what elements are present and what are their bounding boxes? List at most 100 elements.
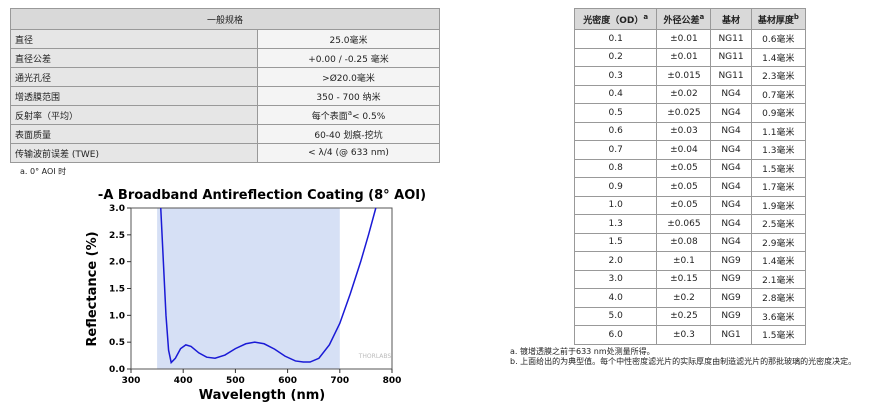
row: 1.5 ±0.08 NG4 2.9毫米 [573, 232, 807, 252]
cell: ±0.2 [656, 288, 712, 308]
cell: ±0.04 [656, 140, 712, 160]
cell: 3.6毫米 [750, 306, 807, 326]
cell: 传输波前误差 (TWE) [10, 143, 258, 163]
spec-table: 一般规格 直径 25.0毫米 直径公差 +0.00 / -0.25 毫米 通光孔径 >Ø20… [10, 8, 440, 163]
row: 3.0 ±0.15 NG9 2.1毫米 [573, 269, 807, 289]
cell: ±0.08 [656, 232, 712, 252]
x-tick-label: 500 [226, 376, 245, 386]
row: 0.7 ±0.04 NG4 1.3毫米 [573, 140, 807, 160]
y-tick-label: 2.0 [109, 258, 125, 268]
cell: 6.0 [573, 325, 658, 345]
row: 传输波前误差 (TWE) < λ/4 (@ 633 nm) [10, 143, 440, 163]
row: 4.0 ±0.2 NG9 2.8毫米 [573, 288, 807, 308]
cell: NG4 [710, 103, 752, 123]
x-tick-label: 300 [122, 376, 141, 386]
cell: 3.0 [573, 269, 658, 289]
cell: 直径公差 [10, 48, 258, 68]
cell: ±0.05 [656, 177, 712, 197]
cell: >Ø20.0毫米 [257, 67, 440, 87]
cell-text: 光密度（OD） [583, 15, 644, 26]
footnote: a. 镀增透膜之前于633 nm处测量所得。 [510, 347, 655, 356]
row: 1.3 ±0.065 NG4 2.5毫米 [573, 214, 807, 234]
cell: 表面质量 [10, 124, 258, 144]
od-table: 光密度（OD）a 外径公差a 基材 基材厚度b 0.1 ±0.01 NG11 0.6毫米 0.2… [573, 8, 807, 345]
note-mark: b [793, 12, 799, 21]
cell: 2.0 [573, 251, 658, 271]
cell: ±0.065 [656, 214, 712, 234]
row: 0.3 ±0.015 NG11 2.3毫米 [573, 66, 807, 86]
x-tick-label: 400 [174, 376, 193, 386]
cell: 0.8 [573, 158, 658, 178]
row: 反射率（平均） 每个表面a< 0.5% [10, 105, 440, 125]
cell: NG4 [710, 158, 752, 178]
row: 直径 25.0毫米 [10, 29, 440, 49]
row: 0.4 ±0.02 NG4 0.7毫米 [573, 84, 807, 104]
cell: NG9 [710, 288, 752, 308]
cell: 1.9毫米 [750, 195, 807, 215]
note-mark: a [699, 12, 705, 21]
cell: < λ/4 (@ 633 nm) [257, 143, 440, 163]
cell-text: 外径公差 [663, 15, 700, 26]
chart-title: -A Broadband Antireflection Coating (8° … [98, 188, 426, 203]
header-row: 光密度（OD）a 外径公差a 基材 基材厚度b [573, 8, 807, 30]
row: 表面质量 60-40 划痕-挖坑 [10, 124, 440, 144]
reflectance-curve [160, 207, 377, 365]
y-tick-label: 3.0 [109, 204, 125, 214]
cell: 0.7毫米 [750, 84, 807, 104]
cell-text: 基材厚度 [757, 15, 794, 26]
cell: 0.6 [573, 121, 658, 141]
row: 0.9 ±0.05 NG4 1.7毫米 [573, 177, 807, 197]
chart: -A Broadband Antireflection Coating (8° … [85, 188, 426, 403]
cell: 0.6毫米 [750, 29, 807, 49]
cell: 0.2 [573, 47, 658, 67]
cell: 1.5毫米 [750, 158, 807, 178]
cell: 每个表面a< 0.5% [257, 105, 440, 125]
cell: ±0.01 [656, 29, 712, 49]
column-header: 光密度（OD）a [573, 8, 658, 30]
cell: ±0.3 [656, 325, 712, 345]
cell: 1.1毫米 [750, 121, 807, 141]
cell: 直径 [10, 29, 258, 49]
cell: 4.0 [573, 288, 658, 308]
y-tick-label: 2.5 [109, 231, 125, 241]
cell-text: < 0.5% [352, 111, 386, 122]
x-tick-label: 800 [383, 376, 402, 386]
cell: ±0.01 [656, 47, 712, 67]
row: 6.0 ±0.3 NG1 1.5毫米 [573, 325, 807, 345]
cell: NG4 [710, 121, 752, 141]
cell: 0.9 [573, 177, 658, 197]
note-mark: a [347, 108, 353, 117]
cell: 1.5 [573, 232, 658, 252]
cell: NG4 [710, 177, 752, 197]
x-tick-label: 700 [330, 376, 349, 386]
cell: 0.7 [573, 140, 658, 160]
y-tick-label: 0.5 [109, 338, 125, 348]
cell: 60-40 划痕-挖坑 [257, 124, 440, 144]
cell: 2.1毫米 [750, 269, 807, 289]
row: 0.5 ±0.025 NG4 0.9毫米 [573, 103, 807, 123]
shaded-range [157, 208, 340, 369]
cell: 25.0毫米 [257, 29, 440, 49]
cell: 1.5毫米 [750, 325, 807, 345]
cell: NG11 [710, 66, 752, 86]
footnote: a. 0° AOI 时 [20, 167, 67, 176]
cell: 0.5 [573, 103, 658, 123]
cell: ±0.1 [656, 251, 712, 271]
note-mark: a [643, 12, 649, 21]
cell: NG4 [710, 195, 752, 215]
cell: ±0.03 [656, 121, 712, 141]
cell: NG9 [710, 269, 752, 289]
cell: ±0.015 [656, 66, 712, 86]
cell: 1.7毫米 [750, 177, 807, 197]
row: 1.0 ±0.05 NG4 1.9毫米 [573, 195, 807, 215]
row: 2.0 ±0.1 NG9 1.4毫米 [573, 251, 807, 271]
column-header: 基材厚度b [750, 8, 807, 30]
cell: NG4 [710, 140, 752, 160]
cell: 0.3 [573, 66, 658, 86]
cell: NG4 [710, 214, 752, 234]
footnote: b. 上面给出的为典型值。每个中性密度滤光片的实际厚度由制造滤光片的那批玻璃的光… [510, 357, 857, 366]
row: 增透膜范围 350 - 700 纳米 [10, 86, 440, 106]
y-axis-label: Reflectance (%) [85, 231, 100, 346]
